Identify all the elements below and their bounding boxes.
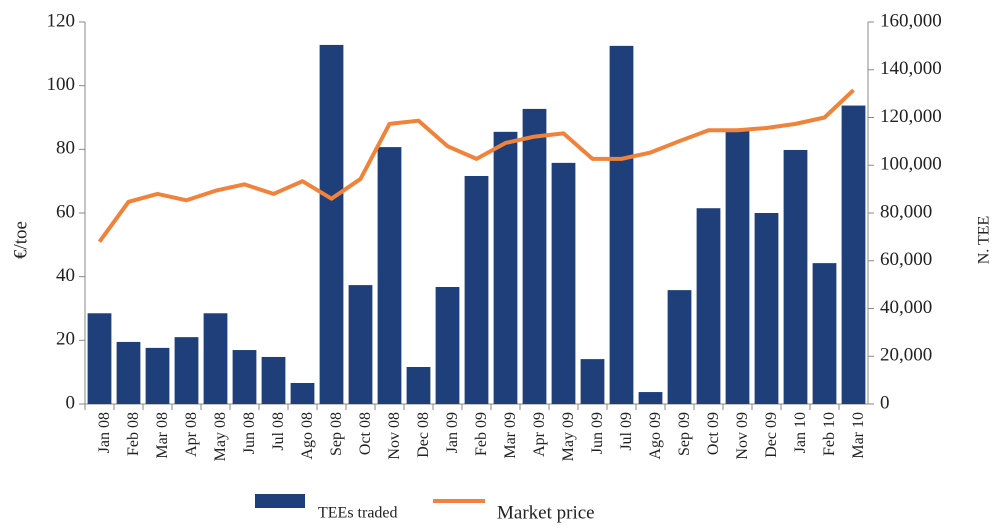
legend-swatch: [255, 494, 305, 508]
bar: [493, 131, 518, 404]
x-tick-label: Apr 09: [531, 412, 548, 457]
y-tick-label: 100: [47, 74, 76, 95]
y2-tick-label: 20,000: [880, 345, 932, 366]
y2-tick-label: 80,000: [880, 201, 932, 222]
y2-tick-label: 40,000: [880, 297, 932, 318]
bar: [696, 208, 721, 404]
legend-label: Market price: [497, 502, 595, 523]
y2-tick-label: 100,000: [880, 154, 942, 175]
y-axis-label: €/toe: [10, 221, 31, 259]
x-tick-label: Feb 08: [125, 412, 142, 456]
x-tick-label: Jun 09: [589, 412, 606, 454]
x-tick-label: Dec 08: [415, 412, 432, 458]
bar: [609, 45, 634, 404]
bar: [725, 129, 750, 404]
x-tick-label: Oct 08: [357, 412, 374, 455]
bar: [812, 263, 837, 404]
bar: [261, 356, 286, 404]
x-tick-label: Mar 09: [502, 412, 519, 459]
bar: [754, 213, 779, 404]
bar: [522, 108, 547, 404]
y2-tick-label: 0: [880, 392, 890, 413]
bar: [232, 350, 257, 404]
x-tick-label: Sep 08: [328, 412, 345, 456]
y2-tick-label: 60,000: [880, 249, 932, 270]
x-tick-label: Ago 09: [647, 412, 664, 460]
bar: [290, 382, 315, 404]
bar: [783, 149, 808, 404]
x-tick-label: Jan 09: [444, 412, 461, 453]
y2-tick-label: 120,000: [880, 106, 942, 127]
x-tick-label: Feb 10: [821, 412, 838, 456]
x-tick-label: Oct 09: [705, 412, 722, 455]
x-tick-label: May 08: [212, 412, 229, 461]
y-tick-label: 120: [47, 10, 76, 31]
bar: [406, 366, 431, 404]
x-tick-label: Ago 08: [299, 412, 316, 460]
y-tick-label: 60: [56, 201, 75, 222]
x-tick-label: Jul 09: [618, 412, 635, 451]
x-tick-label: Dec 09: [763, 412, 780, 458]
y-tick-label: 80: [56, 138, 75, 159]
x-tick-label: Jun 08: [241, 412, 258, 454]
y-tick-label: 0: [66, 392, 76, 413]
x-tick-label: Feb 09: [473, 412, 490, 456]
legend-label: TEEs traded: [318, 505, 398, 522]
x-tick-label: Mar 10: [850, 412, 867, 459]
x-tick-label: Jan 08: [96, 412, 113, 453]
bar: [348, 285, 373, 404]
bar: [464, 175, 489, 404]
bar: [145, 347, 170, 404]
y2-axis-label: N. TEE: [976, 216, 993, 265]
bar: [174, 337, 199, 404]
bar: [116, 341, 141, 404]
bar: [435, 287, 460, 404]
bar: [319, 44, 344, 405]
x-tick-label: Nov 08: [386, 412, 403, 460]
y2-tick-label: 160,000: [880, 10, 942, 31]
y-tick-label: 40: [56, 265, 75, 286]
x-tick-label: Nov 09: [734, 412, 751, 460]
bar: [377, 147, 402, 405]
bar: [551, 162, 576, 404]
x-tick-label: May 09: [560, 412, 577, 461]
bar: [667, 290, 692, 404]
bar: [841, 105, 866, 404]
x-tick-label: Sep 09: [676, 412, 693, 456]
y2-tick-label: 140,000: [880, 58, 942, 79]
x-tick-label: Jan 10: [792, 412, 809, 453]
bar: [203, 313, 228, 404]
x-tick-label: Apr 08: [183, 412, 200, 457]
bar: [638, 392, 663, 404]
bar: [87, 313, 112, 404]
bar: [580, 359, 605, 404]
x-tick-label: Mar 08: [154, 412, 171, 459]
y-tick-label: 20: [56, 329, 75, 350]
x-tick-label: Jul 08: [270, 412, 287, 451]
price-line: [97, 88, 855, 243]
